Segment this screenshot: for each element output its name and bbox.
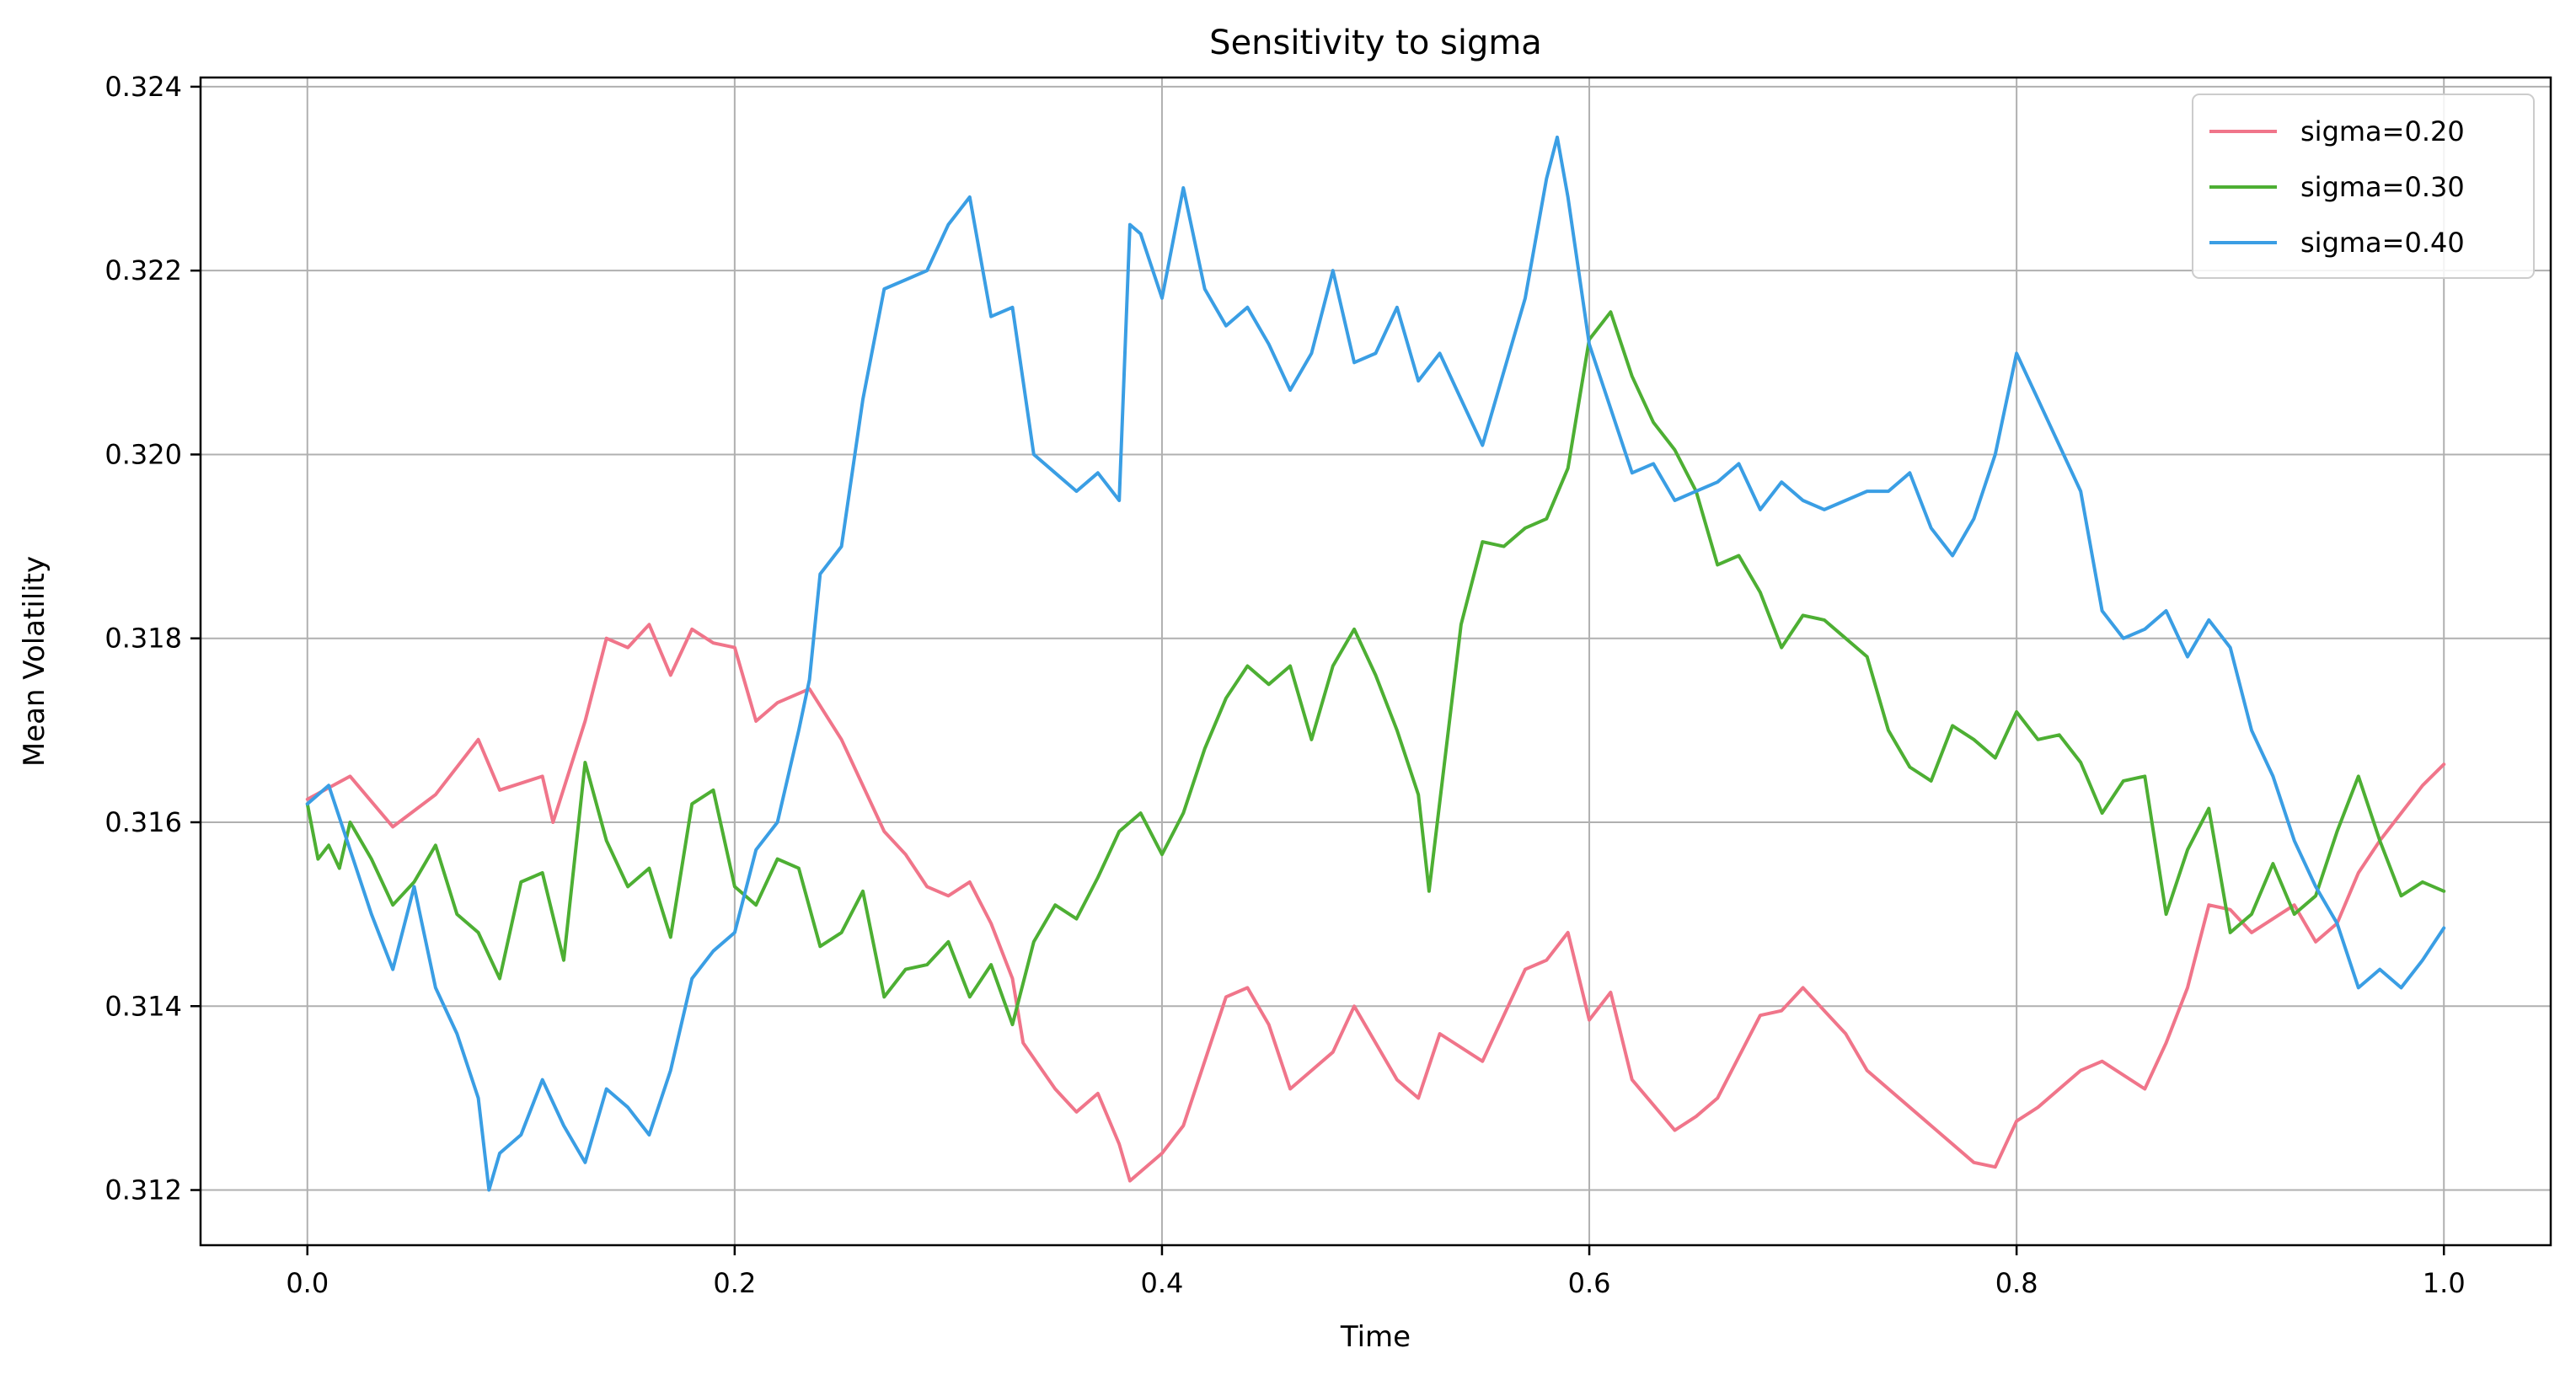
y-tick-label: 0.314 [104,990,182,1022]
legend: sigma=0.20 sigma=0.30 sigma=0.40 [2192,94,2535,279]
x-tick-label: 0.4 [1141,1267,1184,1299]
y-tick-label: 0.324 [104,71,182,103]
y-tick-label: 0.318 [104,623,182,655]
x-tick-label: 0.0 [286,1267,329,1299]
x-tick-label: 0.8 [1995,1267,2038,1299]
x-tick-label: 1.0 [2423,1267,2466,1299]
legend-label: sigma=0.40 [2300,227,2465,259]
series-line-2 [305,310,2446,1027]
legend-box [2192,94,2535,279]
chart-title: Sensitivity to sigma [1209,24,1542,62]
legend-label: sigma=0.20 [2300,115,2465,147]
axis-ticks: 0.0 0.2 0.4 0.6 0.8 1.0 0.312 0.314 0.316 0.318 0.… [104,71,2465,1299]
x-axis-label: Time [1340,1320,1411,1354]
x-tick-label: 0.6 [1568,1267,1611,1299]
series-lines [305,135,2446,1192]
y-tick-label: 0.316 [104,806,182,838]
y-tick-label: 0.312 [104,1174,182,1206]
x-tick-label: 0.2 [713,1267,756,1299]
y-tick-label: 0.320 [104,438,182,470]
plot-frame [199,76,2552,1247]
series-line-3 [305,135,2446,1192]
series-line-1 [305,623,2446,1183]
y-axis-label: Mean Volatility [18,556,51,767]
y-tick-label: 0.322 [104,254,182,286]
legend-label: sigma=0.30 [2300,171,2465,203]
